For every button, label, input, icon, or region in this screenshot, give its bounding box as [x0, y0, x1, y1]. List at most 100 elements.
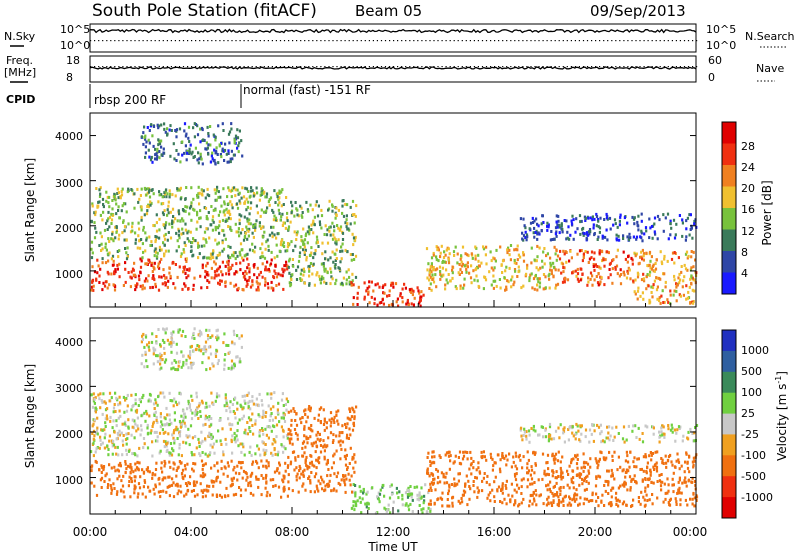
nsearch-dot	[292, 40, 294, 42]
heatmap-cell	[289, 284, 292, 288]
heatmap-cell	[174, 129, 177, 132]
heatmap-cell	[96, 446, 99, 449]
heatmap-cell	[141, 287, 144, 291]
heatmap-cell	[624, 482, 627, 486]
heatmap-cell	[423, 499, 426, 503]
heatmap-cell	[635, 465, 638, 469]
heatmap-cell	[122, 474, 125, 478]
heatmap-cell	[136, 282, 139, 286]
heatmap-cell	[678, 214, 681, 217]
heatmap-cell	[563, 266, 566, 270]
heatmap-cell	[209, 143, 212, 147]
heatmap-cell	[426, 471, 429, 475]
heatmap-cell	[315, 484, 318, 488]
nsearch-dot	[199, 40, 201, 42]
heatmap-cell	[247, 222, 250, 226]
heatmap-cell	[323, 267, 326, 271]
heatmap-cell	[510, 482, 513, 486]
heatmap-cell	[162, 223, 165, 227]
heatmap-cell	[645, 251, 648, 255]
heatmap-cell	[236, 429, 239, 433]
heatmap-cell	[607, 251, 610, 255]
heatmap-cell	[294, 244, 297, 248]
heatmap-cell	[611, 486, 614, 490]
nsearch-dot	[477, 40, 479, 42]
heatmap-cell	[223, 404, 226, 408]
heatmap-cell	[615, 499, 618, 503]
nsearch-dot	[336, 40, 338, 42]
heatmap-cell	[538, 246, 541, 250]
nave-dot	[481, 66, 484, 68]
heatmap-cell	[489, 491, 492, 495]
heatmap-cell	[323, 457, 326, 461]
heatmap-cell	[170, 344, 173, 348]
heatmap-cell	[658, 299, 661, 303]
heatmap-cell	[142, 470, 146, 474]
heatmap-cell	[663, 482, 666, 486]
heatmap-cell	[165, 195, 168, 199]
nave-dot	[574, 66, 576, 68]
heatmap-cell	[695, 499, 698, 502]
heatmap-cell	[458, 450, 462, 454]
heatmap-cell	[568, 259, 571, 263]
heatmap-cell	[152, 192, 155, 196]
heatmap-cell	[191, 150, 194, 154]
nave-dot	[336, 66, 338, 68]
heatmap-cell	[528, 279, 531, 283]
heatmap-cell	[181, 329, 185, 333]
heatmap-cell	[333, 421, 336, 424]
heatmap-cell	[299, 272, 302, 276]
nsearch-dot	[316, 40, 318, 42]
heatmap-cell	[99, 192, 102, 196]
heatmap-cell	[260, 187, 263, 191]
heatmap-cell	[217, 336, 220, 340]
heatmap-cell	[206, 256, 209, 260]
heatmap-cell	[666, 298, 669, 302]
heatmap-cell	[426, 469, 429, 473]
heatmap-cell	[597, 272, 600, 276]
heatmap-cell	[215, 151, 218, 155]
heatmap-cell	[641, 248, 644, 252]
heatmap-cell	[196, 158, 199, 162]
heatmap-cell	[329, 282, 332, 286]
heatmap-cell	[148, 260, 151, 264]
heatmap-cell	[208, 431, 211, 435]
heatmap-cell	[188, 356, 191, 360]
heatmap-cell	[164, 223, 167, 227]
heatmap-cell	[244, 401, 247, 405]
heatmap-cell	[542, 221, 545, 224]
heatmap-cell	[499, 245, 502, 249]
power-ytick-1000: 1000	[55, 268, 83, 281]
heatmap-cell	[531, 482, 534, 486]
heatmap-cell	[503, 276, 506, 280]
nsearch-dot	[647, 40, 649, 42]
heatmap-cell	[178, 446, 181, 450]
heatmap-cell	[150, 340, 154, 344]
heatmap-cell	[133, 479, 136, 483]
heatmap-cell	[280, 416, 283, 420]
heatmap-cell	[139, 475, 142, 479]
heatmap-cell	[229, 266, 232, 270]
heatmap-cell	[101, 428, 104, 432]
heatmap-cell	[149, 200, 152, 204]
heatmap-cell	[468, 271, 471, 275]
heatmap-cell	[616, 468, 619, 472]
heatmap-cell	[533, 287, 536, 291]
heatmap-cell	[156, 403, 159, 407]
heatmap-cell	[136, 246, 139, 250]
heatmap-cell	[107, 483, 110, 486]
heatmap-cell	[562, 270, 565, 274]
heatmap-cell	[114, 225, 117, 229]
heatmap-cell	[352, 504, 355, 508]
heatmap-cell	[541, 214, 544, 218]
heatmap-cell	[103, 228, 107, 232]
heatmap-cell	[184, 482, 188, 485]
heatmap-cell	[336, 224, 339, 227]
nsearch-dot	[490, 40, 492, 42]
heatmap-cell	[514, 478, 518, 482]
heatmap-cell	[233, 141, 236, 145]
heatmap-cell	[489, 250, 492, 254]
nave-dot	[441, 66, 443, 68]
nsearch-dot	[473, 40, 475, 42]
heatmap-cell	[336, 471, 340, 475]
